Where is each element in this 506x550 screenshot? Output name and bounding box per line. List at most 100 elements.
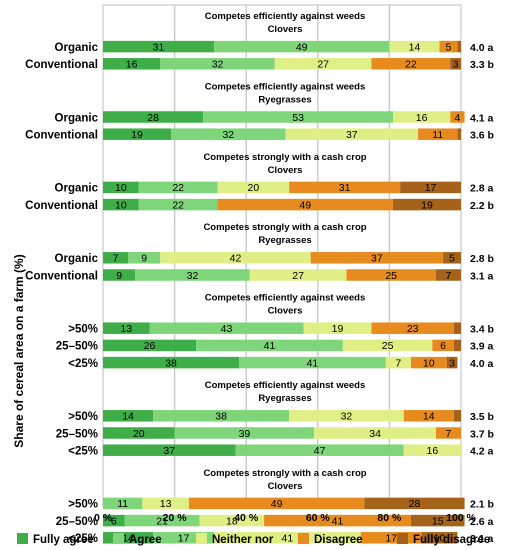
group-header-subtitle: Clovers	[268, 24, 303, 35]
row-category-label: Organic	[55, 42, 99, 54]
legend-swatch	[298, 533, 309, 544]
group-header-title: Competes efficiently against weeds	[205, 81, 366, 92]
segment-value-label: 5	[446, 41, 452, 53]
bar-segment-agree	[235, 444, 404, 456]
bar-segment-fully-agree	[103, 356, 240, 369]
bar-segment-fully-agree	[103, 410, 154, 422]
legend-item: Agree	[113, 533, 162, 546]
row-score-label: 4.0 a	[470, 42, 494, 54]
segment-value-label: 7	[446, 270, 452, 282]
segment-value-label: 41	[307, 357, 319, 369]
legend-item: Fully disagree	[397, 533, 490, 546]
segment-value-label: 32	[222, 129, 234, 141]
bar-segment-fully-agree	[103, 111, 204, 123]
bar-segment-neither-nor	[385, 356, 411, 369]
segment-value-label: 20	[248, 182, 260, 194]
legend-label: Agree	[129, 534, 162, 546]
group-header-subtitle: Ryegrasses	[258, 235, 311, 246]
bar-segment-neither-nor	[199, 514, 265, 527]
bar-segment-fully-disagree	[457, 128, 461, 140]
segment-value-label: 7	[113, 253, 119, 265]
row-category-label: Conventional	[25, 270, 98, 282]
segment-value-label: 19	[332, 323, 344, 335]
group-header-subtitle: Clovers	[268, 165, 303, 176]
segment-value-label: 14	[409, 41, 421, 53]
bar-segment-agree	[149, 322, 304, 334]
legend-item: Fully agree	[17, 533, 94, 546]
row-category-label: Conventional	[25, 59, 98, 71]
segment-value-label: 17	[425, 182, 437, 194]
bar-segment-agree	[171, 128, 286, 140]
segment-value-label: 10	[115, 199, 127, 211]
bar-segment-disagree	[435, 427, 461, 439]
legend-swatch	[196, 533, 207, 544]
bar-segment-agree	[203, 111, 393, 123]
row-category-label: >50%	[68, 323, 98, 335]
bar-segment-agree	[138, 181, 218, 194]
bar-segment-fully-disagree	[410, 514, 465, 527]
row-score-label: 2.1 b	[470, 499, 494, 511]
row-score-label: 3.1 a	[470, 533, 494, 545]
segment-value-label: 10	[115, 182, 127, 194]
row-category-label: Organic	[55, 112, 99, 124]
segment-value-label: 41	[332, 515, 344, 527]
segment-value-label: 31	[153, 41, 165, 53]
segment-value-label: 39	[239, 428, 251, 440]
legend-item: Disagree	[298, 533, 363, 546]
segment-value-label: 16	[427, 445, 439, 457]
group-header-subtitle: Clovers	[268, 481, 303, 492]
segment-value-label: 10	[423, 357, 435, 369]
segment-value-label: 17	[178, 533, 190, 545]
bar-segment-fully-disagree	[453, 339, 461, 352]
segment-value-label: 49	[299, 199, 311, 211]
segment-value-label: 22	[405, 59, 417, 71]
legend: Fully agree Agree Neither nor Disagree Fully…	[17, 533, 490, 546]
segment-value-label: 27	[292, 270, 304, 282]
segment-value-label: 49	[271, 498, 283, 510]
segment-value-label: 28	[409, 498, 421, 510]
legend-label: Fully agree	[33, 534, 94, 546]
bar-segment-neither-nor	[314, 427, 436, 439]
segment-value-label: 20	[133, 428, 145, 440]
bar-segment-disagree	[432, 339, 454, 352]
group-header-title: Competes efficiently against weeds	[205, 380, 366, 391]
segment-value-label: 34	[369, 428, 381, 440]
segment-value-label: 22	[172, 182, 184, 194]
bar-segment-agree	[124, 514, 200, 527]
segment-value-label: 14	[122, 411, 134, 423]
row-category-label: >50%	[68, 411, 98, 423]
bar-segment-fully-agree	[103, 514, 125, 527]
legend-label: Fully disagree	[413, 534, 490, 546]
segment-value-label: 47	[314, 445, 326, 457]
segment-value-label: 49	[296, 41, 308, 53]
row-category-label: 25–50%	[56, 428, 98, 440]
bar-segment-fully-disagree	[450, 58, 461, 70]
bar-segment-fully-disagree	[400, 181, 461, 194]
bar-segment-disagree	[410, 356, 447, 369]
segment-value-label: 22	[172, 199, 184, 211]
segment-value-label: 13	[120, 323, 132, 335]
bar-segment-fully-agree	[103, 427, 175, 439]
bar-segment-fully-agree	[103, 198, 139, 211]
bar-segment-neither-nor	[303, 322, 372, 334]
bar-segment-disagree	[346, 269, 436, 281]
row-category-label: 25–50%	[56, 341, 98, 353]
bar-segment-neither-nor	[392, 111, 451, 123]
row-score-label: 2.8 b	[470, 253, 494, 265]
row-category-label: <25%	[68, 358, 98, 370]
group-header-title: Competes efficiently against weeds	[205, 11, 366, 22]
legend-swatch	[113, 533, 124, 544]
bar-segment-neither-nor	[142, 497, 189, 510]
segment-value-label: 13	[160, 498, 172, 510]
segment-value-label: 26	[144, 340, 156, 352]
row-score-label: 2.2 b	[470, 200, 494, 212]
bar-segment-fully-disagree	[457, 40, 461, 53]
row-score-label: 4.0 a	[470, 358, 494, 370]
x-tick-label: 0 %	[94, 512, 113, 524]
group-header-title: Competes strongly with a cash crop	[203, 468, 366, 479]
x-tick-label: 40 %	[234, 512, 259, 524]
x-tick-label: 60 %	[306, 512, 331, 524]
segment-value-label: 38	[215, 411, 227, 423]
legend-label: Disagree	[314, 534, 363, 546]
segment-value-label: 14	[122, 533, 134, 545]
